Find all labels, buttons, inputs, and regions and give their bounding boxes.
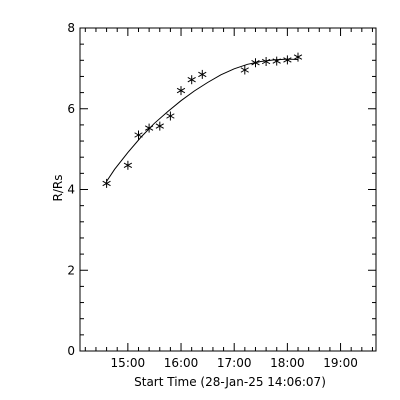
data-point-asterisk <box>134 130 143 140</box>
asterisk-stroke <box>123 162 133 168</box>
asterisk-stroke <box>198 71 207 78</box>
asterisk-stroke <box>102 180 111 187</box>
x-tick-label: 15:00 <box>111 356 146 370</box>
y-tick-label: 2 <box>67 263 75 277</box>
x-tick-label: 18:00 <box>270 356 305 370</box>
asterisk-stroke <box>251 60 260 66</box>
labels-group: 0 2 4 6 8 15:00 16:00 17:00 18:00 19:00 <box>67 21 357 370</box>
data-group <box>102 52 303 188</box>
asterisk-stroke <box>283 57 292 63</box>
asterisk-stroke <box>261 58 271 65</box>
asterisk-stroke <box>187 77 196 83</box>
y-tick-label: 4 <box>67 183 75 197</box>
x-tick-label: 19:00 <box>323 356 358 370</box>
asterisk-stroke <box>272 58 281 64</box>
asterisk-stroke <box>293 54 303 60</box>
y-tick-label: 0 <box>67 344 75 358</box>
data-point-asterisk <box>272 56 281 66</box>
asterisk-stroke <box>240 67 249 73</box>
plot-frame-group <box>79 27 377 352</box>
data-point-asterisk <box>251 58 260 68</box>
asterisk-stroke <box>176 87 186 94</box>
ticks-group <box>80 27 376 352</box>
y-tick-label: 8 <box>67 21 75 35</box>
data-point-asterisk <box>144 123 154 133</box>
data-point-asterisk <box>176 86 186 96</box>
data-point-asterisk <box>187 75 196 85</box>
plot-frame <box>79 27 377 352</box>
asterisk-stroke <box>155 123 164 129</box>
data-point-asterisk <box>240 65 249 75</box>
data-point-asterisk <box>198 69 207 79</box>
data-point-asterisk <box>102 178 111 188</box>
y-axis-title: R/Rs <box>51 175 65 202</box>
data-point-asterisk <box>293 52 303 62</box>
asterisk-stroke <box>166 113 175 119</box>
data-point-asterisk <box>283 55 292 65</box>
data-point-asterisk <box>155 121 164 131</box>
asterisk-stroke <box>144 125 154 131</box>
x-tick-label: 16:00 <box>164 356 199 370</box>
x-tick-label: 17:00 <box>217 356 252 370</box>
data-point-asterisk <box>123 160 133 170</box>
x-axis-title: Start Time (28-Jan-25 14:06:07) <box>134 375 326 389</box>
data-point-asterisk <box>166 111 175 121</box>
asterisk-stroke <box>134 132 143 138</box>
data-point-asterisk <box>261 57 271 66</box>
y-tick-label: 6 <box>67 102 75 116</box>
